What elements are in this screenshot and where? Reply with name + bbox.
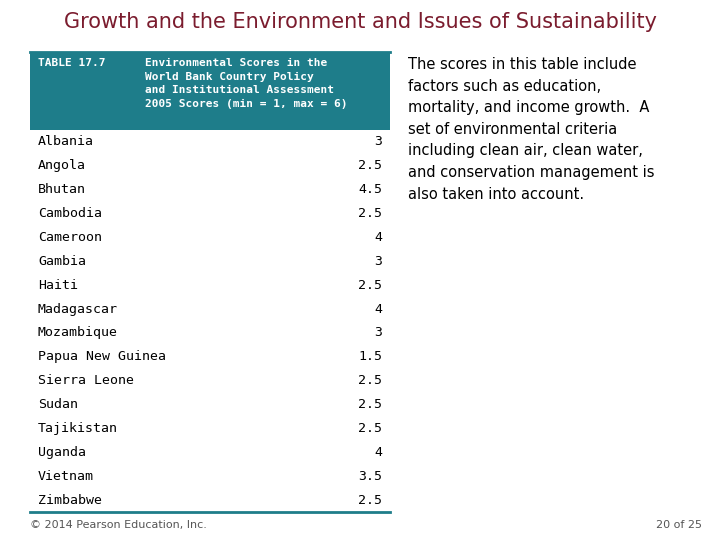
- Text: Bhutan: Bhutan: [38, 183, 86, 196]
- Text: The scores in this table include
factors such as education,
mortality, and incom: The scores in this table include factors…: [408, 57, 654, 201]
- Text: Haiti: Haiti: [38, 279, 78, 292]
- Text: 3.5: 3.5: [358, 470, 382, 483]
- Text: Mozambique: Mozambique: [38, 327, 118, 340]
- Text: Cambodia: Cambodia: [38, 207, 102, 220]
- Text: 4: 4: [374, 302, 382, 315]
- Text: Uganda: Uganda: [38, 446, 86, 459]
- Text: 2.5: 2.5: [358, 279, 382, 292]
- Text: Papua New Guinea: Papua New Guinea: [38, 350, 166, 363]
- Text: 2.5: 2.5: [358, 494, 382, 507]
- Text: Sudan: Sudan: [38, 398, 78, 411]
- Text: 2.5: 2.5: [358, 207, 382, 220]
- Text: Cameroon: Cameroon: [38, 231, 102, 244]
- Text: 3: 3: [374, 255, 382, 268]
- Text: 4.5: 4.5: [358, 183, 382, 196]
- Text: Growth and the Environment and Issues of Sustainability: Growth and the Environment and Issues of…: [63, 12, 657, 32]
- Text: Albania: Albania: [38, 136, 94, 148]
- Text: 4: 4: [374, 446, 382, 459]
- Text: 2.5: 2.5: [358, 159, 382, 172]
- Text: Vietnam: Vietnam: [38, 470, 94, 483]
- Text: TABLE 17.7: TABLE 17.7: [38, 58, 106, 68]
- Text: Tajikistan: Tajikistan: [38, 422, 118, 435]
- Text: 2.5: 2.5: [358, 422, 382, 435]
- Text: Zimbabwe: Zimbabwe: [38, 494, 102, 507]
- Text: 4: 4: [374, 231, 382, 244]
- Text: 20 of 25: 20 of 25: [656, 520, 702, 530]
- Text: 3: 3: [374, 327, 382, 340]
- Text: 1.5: 1.5: [358, 350, 382, 363]
- Text: Angola: Angola: [38, 159, 86, 172]
- Polygon shape: [30, 52, 390, 130]
- Text: Environmental Scores in the
World Bank Country Policy
and Institutional Assessme: Environmental Scores in the World Bank C…: [145, 58, 348, 109]
- Text: 3: 3: [374, 136, 382, 148]
- Text: © 2014 Pearson Education, Inc.: © 2014 Pearson Education, Inc.: [30, 520, 207, 530]
- Text: 2.5: 2.5: [358, 374, 382, 387]
- Text: Sierra Leone: Sierra Leone: [38, 374, 134, 387]
- Text: 2.5: 2.5: [358, 398, 382, 411]
- Text: Gambia: Gambia: [38, 255, 86, 268]
- Text: Madagascar: Madagascar: [38, 302, 118, 315]
